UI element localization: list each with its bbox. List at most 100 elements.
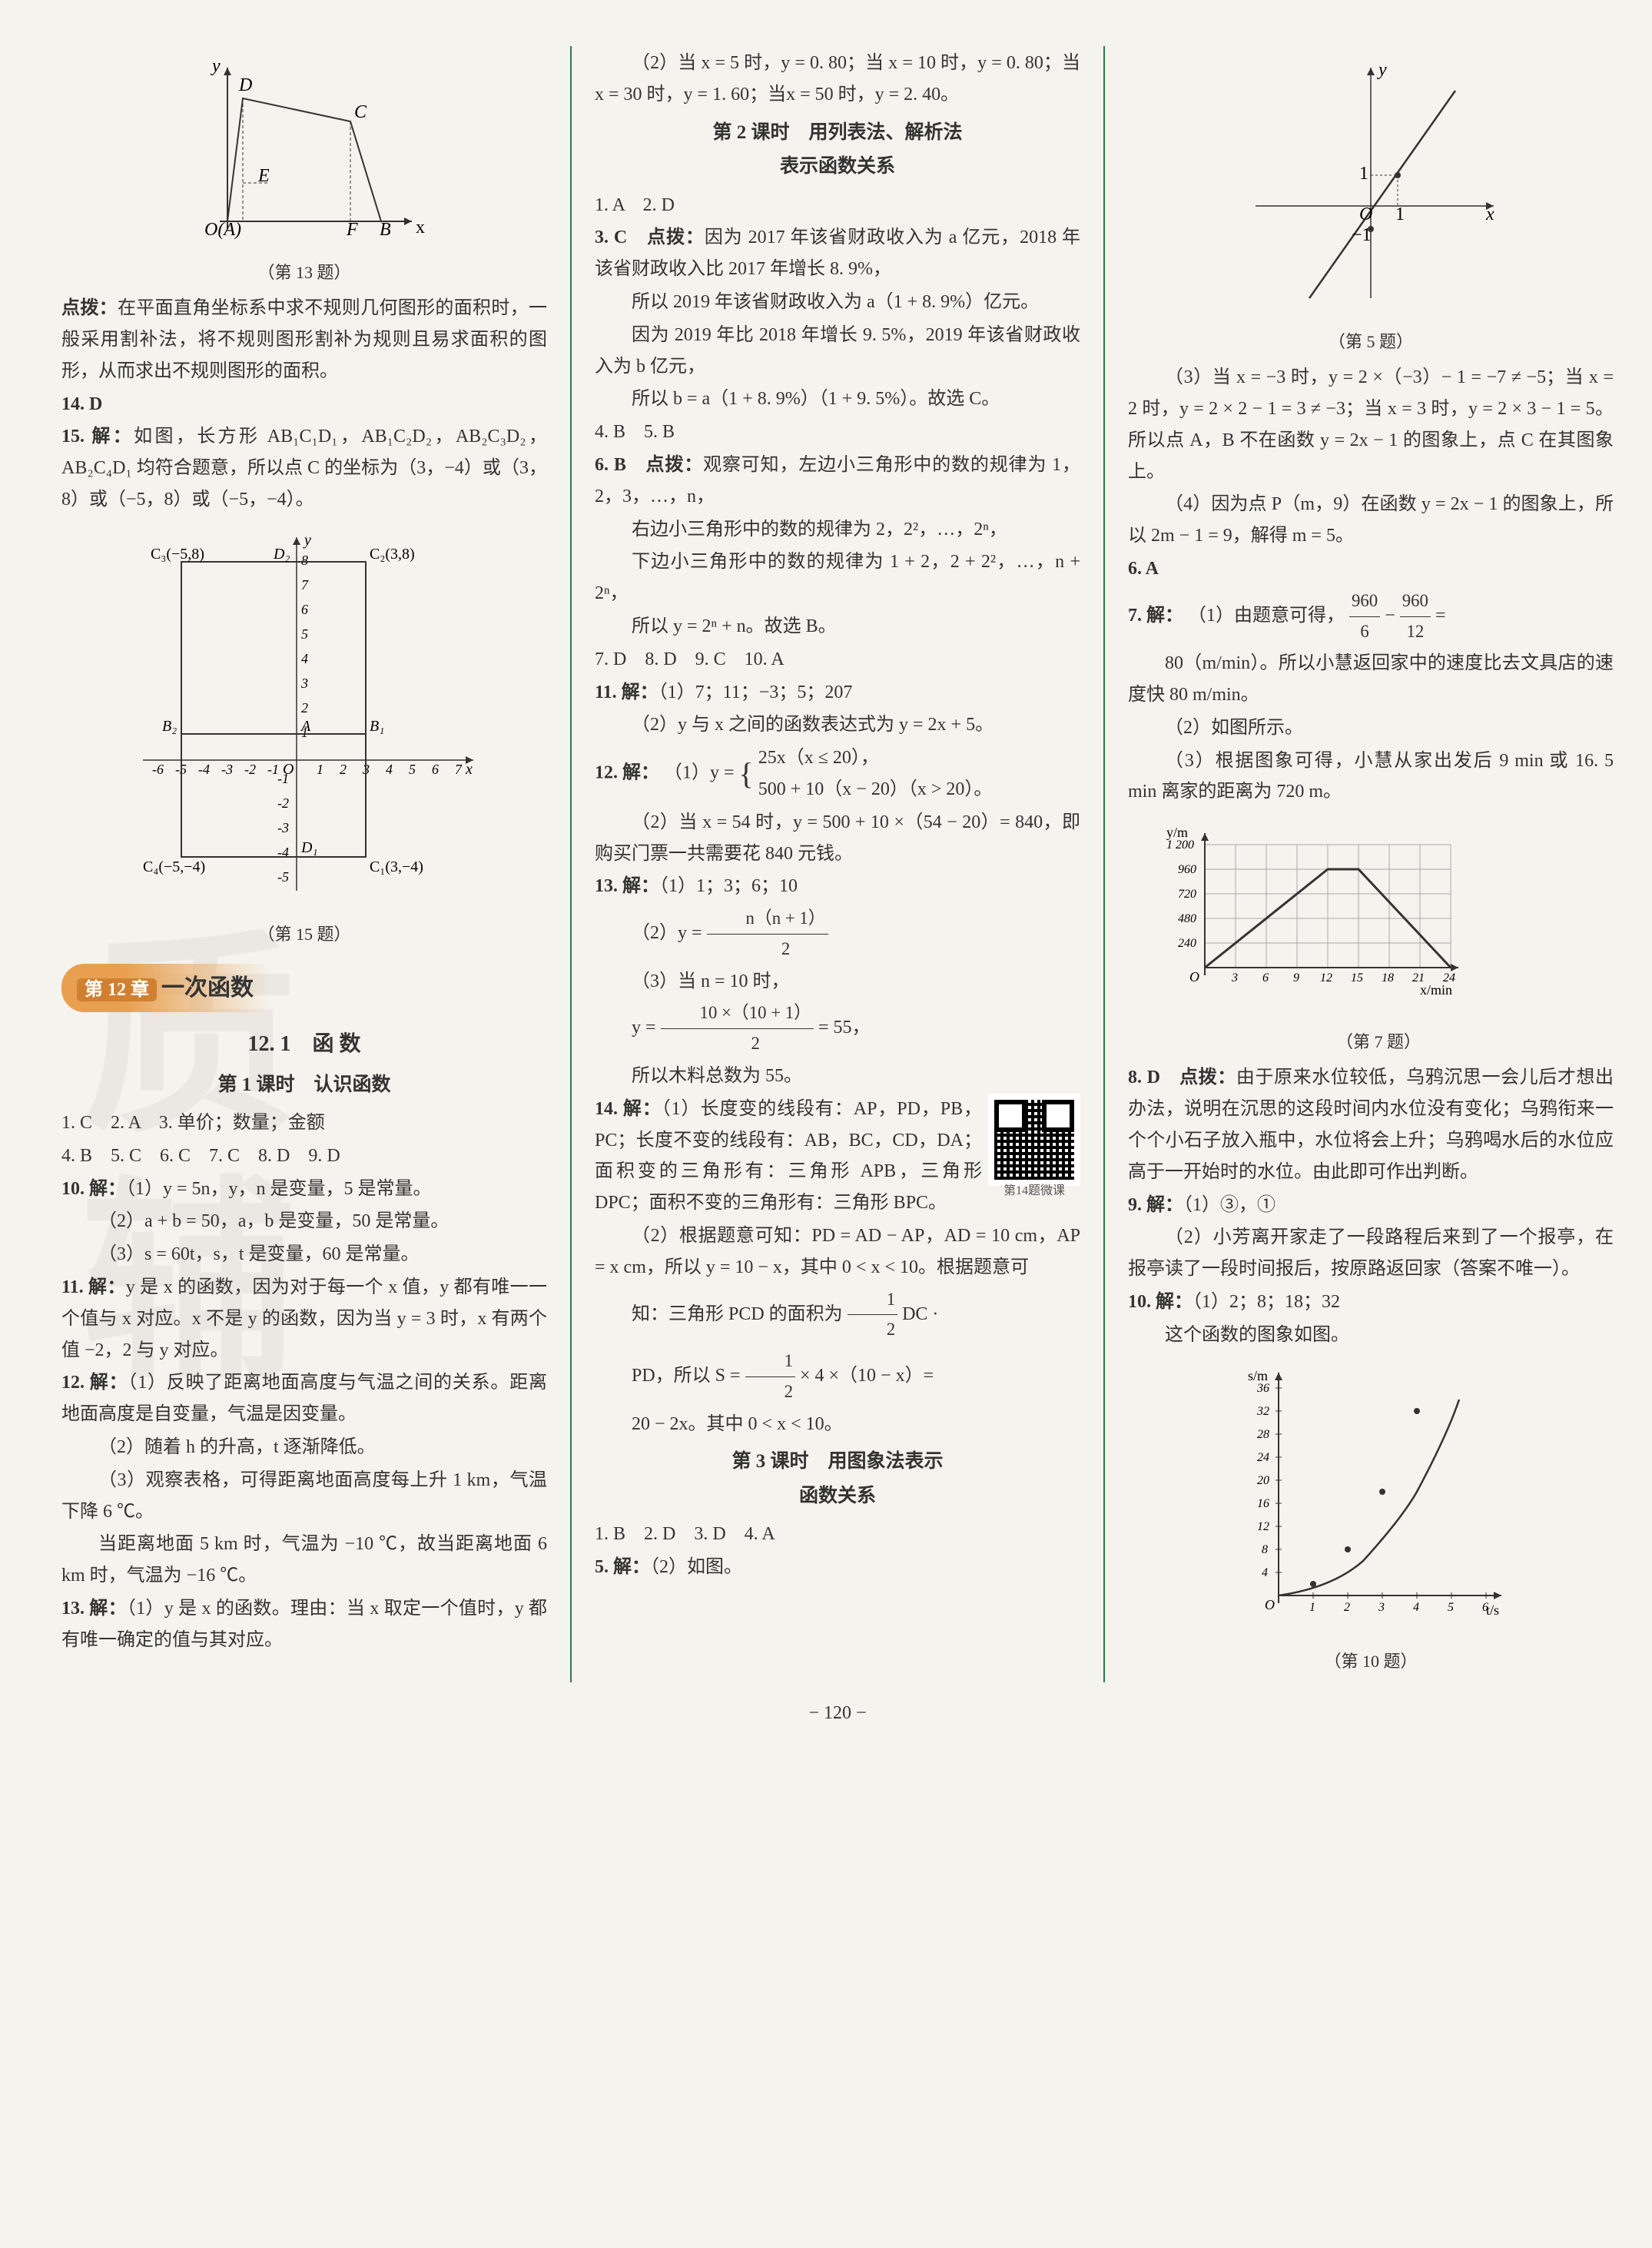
- svg-text:x/min: x/min: [1420, 982, 1452, 998]
- figure-13-svg: x y D C E O(A) F B: [181, 52, 427, 244]
- figure-7: y/m x/min O 1 200960720 480240 369 12151…: [1128, 814, 1614, 1056]
- column-1: x y D C E O(A) F B （第 13 题） 点拨：在平面直角坐标系中…: [61, 46, 547, 1682]
- q12-1-text: （1）反映了距离地面高度与气温之间的关系。距离地面高度是自变量，气温是因变量。: [61, 1373, 547, 1424]
- column-2: （2）当 x = 5 时，y = 0. 80；当 x = 10 时，y = 0.…: [595, 46, 1080, 1682]
- q5-label: 5. 解：: [595, 1557, 650, 1577]
- svg-text:x: x: [416, 217, 425, 237]
- l2-q3-b: 所以 2019 年该省财政收入为 a（1 + 8. 9%）亿元。: [595, 287, 1080, 318]
- svg-text:D: D: [238, 75, 252, 95]
- svg-text:6: 6: [301, 602, 308, 617]
- svg-text:x: x: [465, 761, 473, 778]
- svg-text:O: O: [1265, 1597, 1275, 1612]
- figure-15: 876 543 21 -1-2-3 -4-5 -6-5-4 -3-2-1 123…: [61, 522, 547, 948]
- q13-label: 13. 解：: [595, 876, 659, 896]
- svg-text:4: 4: [301, 651, 308, 666]
- svg-text:2: 2: [1344, 1601, 1350, 1614]
- column-separator-1: [570, 46, 572, 1682]
- lesson-3-title-b: 函数关系: [595, 1480, 1080, 1513]
- frac-num: 960: [1349, 586, 1380, 617]
- svg-text:4: 4: [1262, 1566, 1268, 1579]
- q11-label: 11. 解：: [595, 682, 658, 702]
- q13-1: （1）1；3；6；10: [659, 876, 798, 896]
- figure-15-caption: （第 15 题）: [61, 920, 547, 948]
- q9-label: 9. 解：: [1128, 1195, 1183, 1215]
- svg-text:C₁(3,−4): C₁(3,−4): [370, 858, 423, 875]
- l2-q14-2a: （2）根据题意可知：PD = AD − AP，AD = 10 cm，AP = x…: [595, 1220, 1080, 1283]
- l2-q3: 3. C 点拨：因为 2017 年该省财政收入为 a 亿元，2018 年该省财政…: [595, 222, 1080, 285]
- svg-text:3: 3: [300, 676, 308, 691]
- svg-text:B: B: [380, 220, 391, 240]
- q15: 15. 解：如图，长方形 AB₁C₁D₁，AB₁C₂D₂，AB₂C₃D₂，AB₂…: [61, 421, 547, 515]
- svg-text:B₂: B₂: [162, 718, 177, 735]
- fraction: 9606: [1349, 586, 1380, 647]
- svg-text:480: 480: [1178, 912, 1196, 925]
- frac-num: 960: [1400, 586, 1431, 617]
- l3-q5-3: （3）当 x = −3 时，y = 2 ×（−3）− 1 = −7 ≠ −5；当…: [1128, 362, 1614, 487]
- q14-2b-mid: DC ·: [902, 1303, 938, 1323]
- l3-q8: 8. D 点拨：由于原来水位较低，乌鸦沉思一会儿后才想出办法，说明在沉思的这段时…: [1128, 1062, 1614, 1187]
- q11-label: 11. 解：: [61, 1277, 126, 1297]
- lesson-3-title-a: 第 3 课时 用图象法表示: [595, 1446, 1080, 1479]
- l2-q12-2: （2）当 x = 54 时，y = 500 + 10 ×（54 − 20）= 8…: [595, 807, 1080, 870]
- figure-5: x y O 1 1 −1 （第 5 题）: [1128, 52, 1614, 356]
- l1-q12-1: 12. 解：（1）反映了距离地面高度与气温之间的关系。距离地面高度是自变量，气温…: [61, 1367, 547, 1430]
- svg-text:1: 1: [1359, 164, 1368, 184]
- svg-text:960: 960: [1178, 863, 1196, 876]
- figure-7-svg: y/m x/min O 1 200960720 480240 369 12151…: [1143, 814, 1466, 1014]
- piece-top: 25x（x ≤ 20），: [758, 742, 993, 774]
- svg-text:y: y: [303, 532, 311, 549]
- frac-num: n（n + 1）: [707, 904, 828, 935]
- chapter-banner: 第 12 章 一次函数: [61, 964, 269, 1012]
- l1-answers-1: 1. C 2. A 3. 单价；数量；金额: [61, 1107, 547, 1139]
- q3-label: 3. C 点拨：: [595, 227, 705, 247]
- q13-1-text: （1）y 是 x 的函数。理由：当 x 取定一个值时，y 都有唯一确定的值与其对…: [61, 1599, 547, 1650]
- frac-den: 2: [848, 1315, 897, 1345]
- l2-q14-2b: 知：三角形 PCD 的面积为 12 DC ·: [595, 1285, 1080, 1346]
- svg-text:21: 21: [1412, 971, 1425, 985]
- l3-q10: 10. 解：（1）2；8；18；32: [1128, 1287, 1614, 1318]
- q10-1: （1）y = 5n，y，n 是变量，5 是常量。: [126, 1179, 432, 1199]
- q11-text: y 是 x 的函数，因为对于每一个 x 值，y 都有唯一一个值与 x 对应。x …: [61, 1277, 547, 1360]
- svg-text:2: 2: [301, 700, 308, 716]
- fraction: 12: [848, 1285, 897, 1346]
- figure-10-caption: （第 10 题）: [1128, 1647, 1614, 1675]
- svg-text:7: 7: [455, 762, 463, 777]
- l2-q11: 11. 解：（1）7；11；−3；5；207: [595, 677, 1080, 709]
- svg-text:36: 36: [1256, 1382, 1269, 1395]
- l2-line3: 7. D 8. D 9. C 10. A: [595, 644, 1080, 676]
- svg-text:8: 8: [301, 553, 308, 568]
- svg-text:6: 6: [1262, 971, 1269, 985]
- q15-text: 如图，长方形 AB₁C₁D₁，AB₁C₂D₂，AB₂C₃D₂，AB₂C₄D₁ 均…: [61, 427, 547, 510]
- column-separator-2: [1103, 46, 1105, 1682]
- l2-q13-2: （2）y = n（n + 1）2: [595, 904, 1080, 965]
- q8-label: 8. D 点拨：: [1128, 1068, 1236, 1087]
- svg-text:y/m: y/m: [1166, 825, 1188, 840]
- q13-3b-pre: y =: [632, 1018, 656, 1038]
- svg-text:4: 4: [386, 762, 393, 777]
- frac-den: 2: [745, 1377, 795, 1407]
- l2-q6-c: 下边小三角形中的数的规律为 1 + 2，2 + 2²，…，n + 2ⁿ，: [595, 546, 1080, 609]
- svg-text:1 200: 1 200: [1166, 838, 1194, 852]
- svg-text:-2: -2: [244, 762, 256, 777]
- svg-text:O: O: [283, 761, 294, 778]
- l3-q7-3: （3）根据图象可得，小慧从家出发后 9 min 或 16. 5 min 离家的距…: [1128, 745, 1614, 809]
- svg-text:-2: -2: [277, 795, 289, 811]
- svg-text:C₃(−5,8): C₃(−5,8): [151, 546, 204, 563]
- l3-q5-4: （4）因为点 P（m，9）在函数 y = 2x − 1 的图象上，所以 2m −…: [1128, 489, 1614, 552]
- svg-text:1: 1: [1395, 204, 1405, 224]
- frac-num: 10 ×（10 + 1）: [661, 998, 814, 1029]
- l2-q6-d: 所以 y = 2ⁿ + n。故选 B。: [595, 611, 1080, 643]
- svg-text:-3: -3: [277, 820, 289, 835]
- l3-q5: 5. 解：（2）如图。: [595, 1552, 1080, 1583]
- l2-q6: 6. B 点拨：观察可知，左边小三角形中的数的规律为 1，2，3，…，n，: [595, 450, 1080, 513]
- l1-answers-2: 4. B 5. C 6. C 7. C 8. D 9. D: [61, 1141, 547, 1172]
- svg-text:5: 5: [301, 626, 308, 642]
- q10-label: 10. 解：: [61, 1179, 126, 1199]
- figure-13-caption: （第 13 题）: [61, 258, 547, 287]
- fraction: 96012: [1400, 586, 1431, 647]
- q13-3b-post: = 55，: [818, 1018, 871, 1038]
- svg-text:O: O: [1359, 204, 1372, 224]
- l1-q12-3: （3）观察表格，可得距离地面高度每上升 1 km，气温下降 6 ℃。: [61, 1465, 547, 1528]
- svg-text:3: 3: [1231, 971, 1238, 985]
- q5-text: （2）如图。: [650, 1557, 742, 1577]
